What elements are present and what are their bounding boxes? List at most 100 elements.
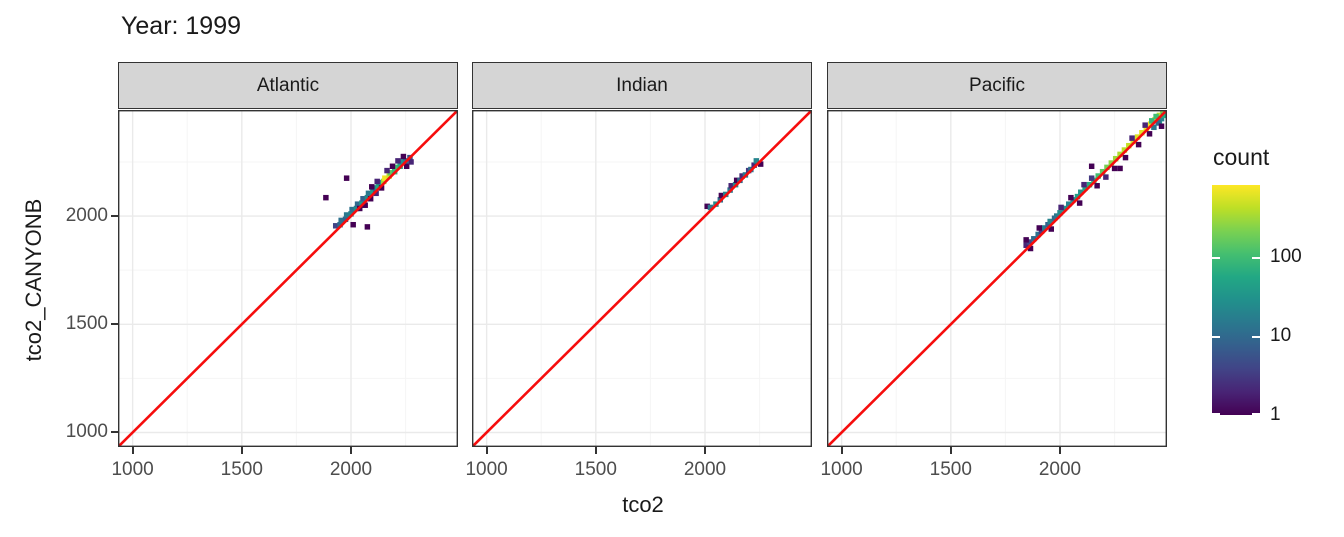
count-bin bbox=[1086, 181, 1093, 188]
count-bin bbox=[1146, 131, 1153, 137]
count-bin bbox=[1108, 160, 1115, 166]
count-bin bbox=[1111, 165, 1118, 172]
count-bin bbox=[343, 175, 350, 181]
count-bin bbox=[1082, 185, 1088, 191]
identity-line bbox=[827, 110, 1167, 447]
count-bin bbox=[1117, 165, 1123, 172]
count-bin bbox=[1045, 221, 1051, 228]
count-bin bbox=[1103, 174, 1109, 180]
count-bin bbox=[375, 184, 382, 190]
count-bin bbox=[337, 221, 343, 228]
count-bin bbox=[1031, 236, 1037, 242]
count-bin bbox=[370, 189, 376, 195]
count-bin bbox=[384, 167, 390, 174]
count-bin bbox=[1076, 200, 1083, 206]
count-bin bbox=[1094, 183, 1100, 189]
count-bin bbox=[364, 224, 371, 230]
count-bin bbox=[362, 202, 368, 208]
count-bin bbox=[1088, 163, 1095, 170]
identity-line bbox=[472, 110, 812, 447]
count-bin bbox=[359, 200, 365, 206]
legend-tick-mark bbox=[1252, 256, 1260, 259]
count-bin bbox=[1074, 193, 1081, 200]
legend-tick-mark bbox=[1212, 256, 1220, 259]
x-tick-label: 1000 bbox=[820, 459, 863, 480]
x-tick-label: 1000 bbox=[111, 459, 154, 480]
count-bin bbox=[1130, 138, 1136, 145]
y-tick-mark bbox=[111, 215, 118, 218]
x-tick-mark bbox=[949, 447, 952, 454]
count-bin bbox=[1129, 135, 1135, 141]
count-bin bbox=[1040, 225, 1047, 231]
legend-tick-mark bbox=[1252, 413, 1260, 415]
count-bin bbox=[1036, 225, 1042, 231]
count-bin bbox=[386, 173, 392, 179]
y-axis-title: tco2_CANYONB bbox=[21, 198, 46, 362]
count-bin bbox=[354, 201, 361, 207]
legend-title: count bbox=[1213, 144, 1270, 170]
count-bin bbox=[733, 177, 740, 184]
count-bin bbox=[1048, 226, 1054, 232]
count-bin bbox=[1122, 154, 1129, 161]
y-tick-mark bbox=[111, 431, 118, 434]
x-tick-label: 1500 bbox=[574, 459, 617, 480]
count-bin bbox=[1158, 115, 1165, 122]
x-tick-label: 1500 bbox=[929, 459, 972, 480]
count-bin bbox=[751, 162, 757, 168]
count-bin bbox=[1053, 213, 1060, 219]
legend-colorbar bbox=[1212, 185, 1260, 415]
x-tick-mark bbox=[240, 447, 243, 454]
count-bin bbox=[1143, 125, 1149, 132]
count-bin bbox=[365, 190, 372, 197]
count-bin bbox=[1078, 189, 1084, 195]
count-bin bbox=[707, 204, 714, 211]
x-tick-label: 2000 bbox=[329, 459, 373, 480]
count-bin bbox=[350, 221, 356, 228]
count-bin bbox=[1058, 204, 1064, 211]
x-tick-label: 1500 bbox=[220, 459, 263, 480]
count-bin bbox=[1135, 141, 1142, 148]
x-tick-mark bbox=[349, 447, 352, 454]
x-tick-mark bbox=[594, 447, 597, 454]
y-tick-label: 2000 bbox=[65, 205, 108, 227]
x-axis-title: tco2 bbox=[622, 492, 664, 517]
y-tick-label: 1000 bbox=[65, 421, 108, 443]
count-bin bbox=[338, 217, 344, 224]
legend-tick-mark bbox=[1212, 335, 1220, 338]
panel-border bbox=[118, 110, 458, 447]
count-bin bbox=[348, 211, 354, 217]
count-bin bbox=[1066, 201, 1072, 207]
count-bin bbox=[367, 196, 374, 202]
x-tick-label: 2000 bbox=[1038, 459, 1082, 480]
x-tick-mark bbox=[1058, 447, 1061, 454]
count-bin bbox=[408, 159, 414, 165]
count-bin bbox=[369, 184, 375, 190]
count-bin bbox=[1026, 239, 1033, 245]
count-bin bbox=[1139, 129, 1145, 136]
count-bin bbox=[342, 216, 349, 223]
count-bin bbox=[393, 164, 399, 171]
count-bin bbox=[323, 194, 329, 201]
count-bin bbox=[1155, 120, 1161, 126]
count-bin bbox=[1104, 164, 1110, 171]
panel-border bbox=[472, 110, 812, 447]
facet-panel-pacific bbox=[827, 110, 1167, 447]
count-bin bbox=[400, 153, 407, 160]
count-bin bbox=[1159, 110, 1166, 115]
count-bin bbox=[332, 223, 339, 229]
count-bin bbox=[1047, 218, 1053, 225]
count-bin bbox=[353, 205, 360, 212]
legend-tick-label: 1 bbox=[1270, 404, 1281, 425]
x-tick-mark bbox=[840, 447, 843, 454]
facet-panel-indian bbox=[472, 110, 812, 447]
count-bin bbox=[1081, 181, 1087, 188]
count-bin bbox=[343, 212, 350, 218]
count-bin bbox=[1121, 147, 1128, 153]
plot-title: Year: 1999 bbox=[121, 12, 242, 40]
legend-tick-mark bbox=[1252, 335, 1260, 338]
count-bin bbox=[373, 190, 379, 197]
count-bin bbox=[1117, 151, 1123, 158]
count-bin bbox=[398, 159, 404, 165]
count-bin bbox=[1160, 112, 1167, 119]
